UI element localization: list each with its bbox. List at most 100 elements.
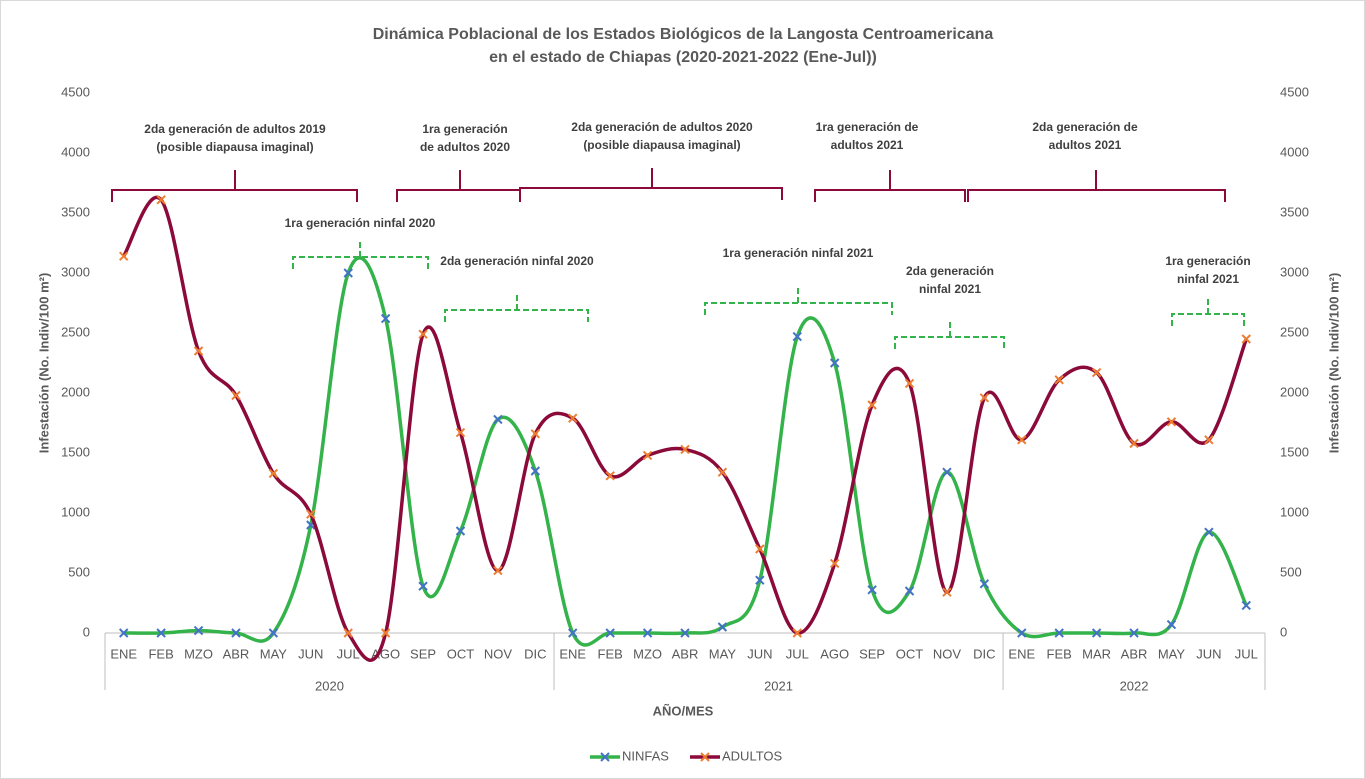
marker bbox=[1204, 527, 1214, 537]
marker bbox=[942, 467, 952, 477]
annotation: 2da generación bbox=[906, 264, 994, 278]
marker bbox=[605, 471, 615, 481]
annotation: 1ra generación bbox=[422, 122, 507, 136]
x-tick-label: FEB bbox=[598, 646, 623, 661]
bracket bbox=[111, 170, 358, 202]
marker bbox=[1017, 628, 1027, 638]
marker bbox=[829, 358, 840, 368]
y2-tick-label: 4500 bbox=[1280, 84, 1309, 99]
annotation: 2da generación de bbox=[1032, 120, 1138, 134]
marker bbox=[455, 427, 466, 438]
x-tick-label: FEB bbox=[1047, 646, 1072, 661]
bracket bbox=[894, 319, 1005, 349]
bracket bbox=[292, 239, 429, 269]
y2-tick-label: 3500 bbox=[1280, 204, 1309, 219]
marker bbox=[530, 466, 541, 476]
marker bbox=[418, 329, 428, 339]
x-tick-label: ABR bbox=[672, 646, 699, 661]
marker bbox=[306, 509, 316, 519]
x-tick-label: JUL bbox=[337, 646, 360, 661]
marker bbox=[193, 625, 204, 636]
legend-item: NINFAS bbox=[590, 748, 669, 763]
marker bbox=[642, 450, 653, 461]
marker bbox=[755, 544, 765, 554]
marker bbox=[867, 585, 877, 595]
marker bbox=[1241, 600, 1251, 611]
y-tick-label: 1000 bbox=[61, 504, 90, 519]
x-tick-label: OCT bbox=[447, 646, 475, 661]
bracket bbox=[1171, 296, 1245, 326]
group-label: 2021 bbox=[764, 678, 793, 693]
y2-tick-label: 3000 bbox=[1280, 264, 1309, 279]
y-tick-label: 500 bbox=[68, 564, 90, 579]
marker bbox=[792, 331, 802, 342]
marker bbox=[119, 251, 129, 261]
y2-tick-label: 1500 bbox=[1280, 444, 1309, 459]
bracket bbox=[444, 292, 589, 322]
marker bbox=[1241, 334, 1251, 344]
y-tick-label: 2000 bbox=[61, 384, 90, 399]
legend-item: ADULTOS bbox=[690, 748, 783, 763]
marker bbox=[156, 628, 166, 638]
x-tick-label: NOV bbox=[933, 646, 962, 661]
marker bbox=[380, 313, 391, 324]
x-tick-label: JUN bbox=[1196, 646, 1221, 661]
chart-title: en el estado de Chiapas (2020-2021-2022 … bbox=[489, 49, 877, 66]
x-tick-label: MZO bbox=[184, 646, 213, 661]
marker bbox=[755, 575, 765, 585]
marker bbox=[119, 628, 129, 638]
marker bbox=[1091, 628, 1102, 638]
y-tick-label: 2500 bbox=[61, 324, 90, 339]
y-tick-label: 3500 bbox=[61, 204, 90, 219]
y-tick-label: 4500 bbox=[61, 84, 90, 99]
bracket bbox=[967, 170, 1226, 202]
x-tick-label: ENE bbox=[110, 646, 137, 661]
x-tick-label: JUL bbox=[1235, 646, 1258, 661]
x-tick-label: SEP bbox=[410, 646, 436, 661]
x-tick-label: ABR bbox=[1121, 646, 1148, 661]
marker bbox=[1017, 435, 1027, 445]
marker bbox=[268, 468, 279, 479]
marker bbox=[193, 346, 204, 356]
marker bbox=[418, 581, 428, 591]
marker bbox=[343, 628, 353, 638]
y-tick-label: 4000 bbox=[61, 144, 90, 159]
group-label: 2020 bbox=[315, 678, 344, 693]
y2-tick-label: 500 bbox=[1280, 564, 1302, 579]
marker bbox=[380, 628, 391, 638]
marker bbox=[605, 628, 615, 638]
x-tick-label: JUN bbox=[298, 646, 323, 661]
marker bbox=[455, 526, 466, 536]
marker bbox=[156, 195, 166, 205]
annotation: ninfal 2021 bbox=[919, 282, 981, 296]
annotation: 2da generación de adultos 2019 bbox=[144, 122, 326, 136]
x-tick-label: FEB bbox=[148, 646, 173, 661]
x-tick-label: DIC bbox=[973, 646, 995, 661]
legend-label: ADULTOS bbox=[722, 748, 783, 763]
marker bbox=[1204, 435, 1214, 445]
legend-label: NINFAS bbox=[622, 748, 669, 763]
bracket bbox=[704, 285, 893, 315]
annotation: adultos 2021 bbox=[1049, 138, 1122, 152]
marker bbox=[904, 378, 915, 389]
x-tick-label: MZO bbox=[633, 646, 662, 661]
x-tick-label: ENE bbox=[559, 646, 586, 661]
x-tick-label: DIC bbox=[524, 646, 546, 661]
x-tick-label: JUL bbox=[786, 646, 809, 661]
marker bbox=[493, 565, 503, 576]
bracket bbox=[814, 170, 966, 202]
legend-marker bbox=[700, 752, 710, 762]
marker bbox=[829, 558, 840, 569]
annotation: 1ra generación de bbox=[816, 120, 919, 134]
marker bbox=[867, 400, 877, 410]
x-tick-label: ENE bbox=[1008, 646, 1035, 661]
marker bbox=[343, 268, 353, 278]
annotation: adultos 2021 bbox=[831, 138, 904, 152]
y2-axis-title: Infestación (No. Indiv/100 m²) bbox=[1326, 273, 1341, 454]
x-tick-label: NOV bbox=[484, 646, 513, 661]
marker bbox=[642, 628, 653, 638]
marker bbox=[979, 393, 990, 403]
annotation: de adultos 2020 bbox=[420, 140, 510, 154]
annotation: 1ra generación ninfal 2020 bbox=[285, 216, 436, 230]
marker bbox=[1091, 367, 1102, 378]
